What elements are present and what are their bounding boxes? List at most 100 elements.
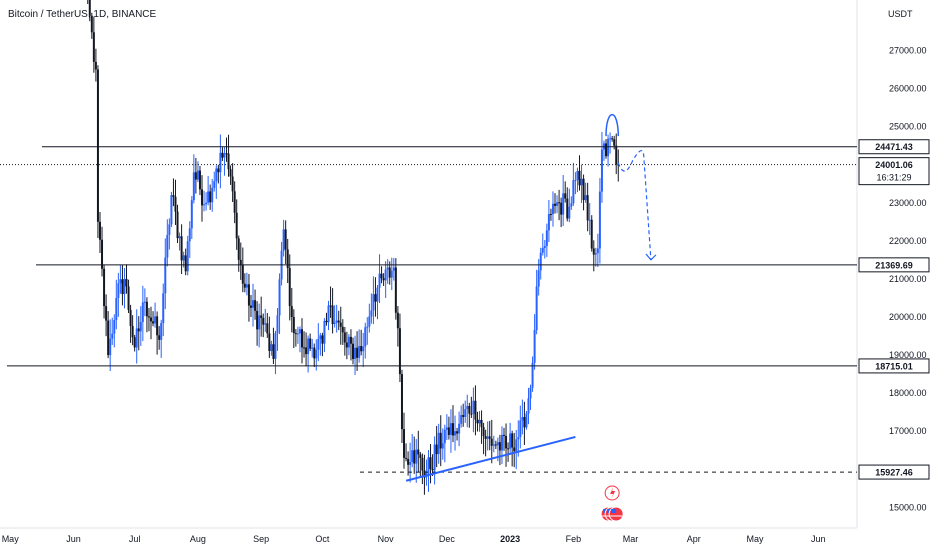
candle-body bbox=[190, 200, 193, 229]
candle-body bbox=[378, 273, 381, 288]
candle-body bbox=[392, 267, 395, 271]
candle-body bbox=[96, 69, 99, 222]
candle-body bbox=[243, 283, 246, 288]
candle-body bbox=[223, 153, 226, 158]
price-level-label: 24471.43 bbox=[875, 142, 913, 152]
candle-body bbox=[560, 202, 563, 215]
candle-body bbox=[111, 333, 114, 339]
projection-arrowhead bbox=[645, 253, 657, 261]
candle-body bbox=[496, 442, 499, 446]
candle-body bbox=[154, 316, 157, 324]
lightning-bolt bbox=[610, 487, 616, 499]
candle-body bbox=[543, 246, 546, 248]
candle-body bbox=[305, 347, 308, 355]
candle-body bbox=[135, 328, 138, 348]
candle-body bbox=[407, 458, 410, 465]
candle-body bbox=[258, 315, 261, 330]
candle-body bbox=[221, 152, 224, 158]
candle-body bbox=[315, 349, 318, 359]
candle-body bbox=[462, 415, 465, 418]
candle-body bbox=[292, 317, 295, 334]
candle-body bbox=[333, 322, 336, 324]
candle-body bbox=[235, 212, 238, 239]
candle-body bbox=[319, 335, 322, 339]
candle-body bbox=[129, 309, 132, 326]
candle-body bbox=[488, 436, 491, 439]
countdown-label: 16:31:29 bbox=[876, 173, 911, 183]
candle-body bbox=[311, 347, 314, 349]
candle-body bbox=[456, 431, 459, 434]
candle-body bbox=[464, 409, 467, 418]
candle-body bbox=[419, 454, 422, 458]
candle-body bbox=[582, 178, 585, 201]
candle-body bbox=[252, 300, 255, 308]
candle-body bbox=[517, 437, 520, 440]
candle-body bbox=[562, 193, 565, 215]
candle-body bbox=[474, 400, 477, 420]
candle-body bbox=[231, 176, 234, 192]
candle-body bbox=[211, 187, 214, 203]
candle-body bbox=[423, 470, 426, 478]
candle-body bbox=[427, 457, 430, 474]
candle-body bbox=[556, 202, 559, 206]
candle-body bbox=[564, 193, 567, 199]
candle-body bbox=[241, 264, 244, 284]
candle-body bbox=[615, 145, 618, 165]
x-tick-label: Apr bbox=[687, 534, 701, 544]
candle-body bbox=[180, 236, 183, 261]
candle-body bbox=[125, 278, 128, 287]
candle-body bbox=[278, 279, 281, 316]
candle-body bbox=[429, 457, 432, 469]
candle-body bbox=[141, 302, 144, 322]
candle-body bbox=[525, 413, 528, 428]
candle-body bbox=[294, 333, 297, 335]
candle-body bbox=[441, 443, 444, 449]
candle-body bbox=[580, 178, 583, 186]
price-level-label: 15927.46 bbox=[875, 468, 913, 478]
candle-body bbox=[313, 347, 316, 359]
candle-body bbox=[335, 320, 338, 323]
candle-body bbox=[443, 429, 446, 444]
candle-body bbox=[492, 444, 495, 446]
candle-body bbox=[227, 153, 230, 170]
candle-body bbox=[527, 398, 530, 414]
candle-body bbox=[103, 268, 106, 307]
price-level-label: 21369.69 bbox=[875, 260, 913, 270]
candle-body bbox=[511, 433, 514, 448]
candle-body bbox=[352, 343, 355, 359]
candle-body bbox=[337, 320, 340, 323]
candle-body bbox=[372, 294, 375, 311]
candle-body bbox=[213, 181, 216, 188]
candle-body bbox=[413, 450, 416, 464]
candle-body bbox=[535, 286, 538, 331]
candle-body bbox=[156, 316, 159, 336]
candle-body bbox=[137, 328, 140, 332]
candle-body bbox=[356, 347, 359, 358]
candle-body bbox=[139, 321, 142, 332]
candle-body bbox=[403, 429, 406, 458]
y-tick-label: 18000.00 bbox=[889, 388, 927, 398]
candle-body bbox=[347, 336, 350, 348]
candle-body bbox=[113, 319, 116, 334]
candle-body bbox=[325, 320, 328, 323]
candle-body bbox=[327, 305, 330, 323]
candle-body bbox=[384, 269, 387, 281]
candle-body bbox=[174, 196, 177, 212]
candle-body bbox=[460, 415, 463, 424]
candle-body bbox=[498, 442, 501, 451]
price-level-tag bbox=[858, 358, 930, 374]
candle-body bbox=[127, 286, 130, 310]
candle-body bbox=[613, 139, 616, 146]
candle-body bbox=[449, 423, 452, 435]
y-tick-label: 23000.00 bbox=[889, 198, 927, 208]
candle-body bbox=[237, 238, 240, 260]
candle-body bbox=[570, 203, 573, 207]
candle-body bbox=[164, 257, 167, 294]
candle-body bbox=[472, 400, 475, 414]
candle-body bbox=[482, 427, 485, 437]
candle-body bbox=[388, 267, 391, 278]
candle-body bbox=[519, 420, 522, 438]
y-tick-label: 27000.00 bbox=[889, 45, 927, 55]
